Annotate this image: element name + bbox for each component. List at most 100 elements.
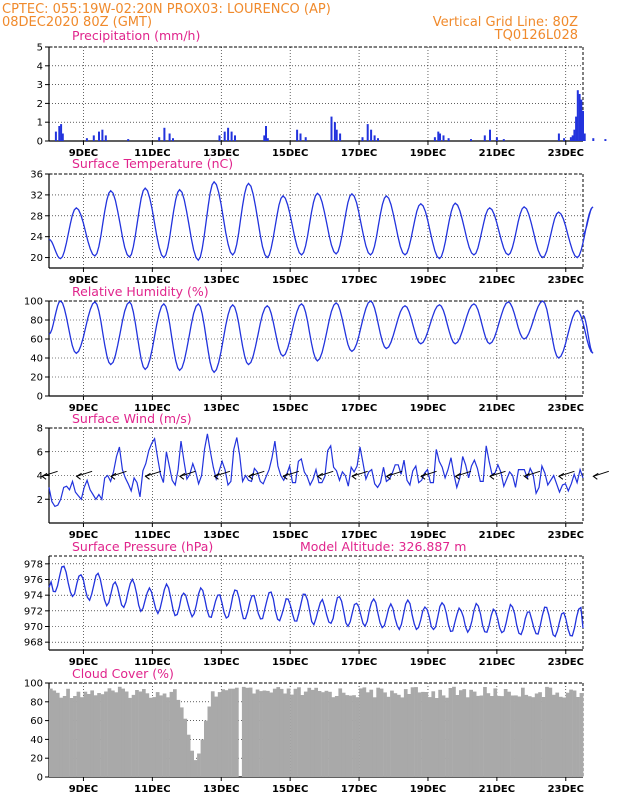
cloud-cover-bar <box>386 696 391 777</box>
cloud-cover-bar <box>431 691 436 777</box>
y-tick-label: 40 <box>30 354 43 365</box>
cloud-cover-bar <box>248 687 253 777</box>
cloud-cover-bar <box>310 689 315 777</box>
wind-arrow <box>593 470 609 477</box>
y-tick-label: 976 <box>24 575 43 586</box>
cloud-cover-bar <box>414 687 418 777</box>
precipitation-bar <box>495 137 498 141</box>
precipitation-bar <box>168 133 171 141</box>
cloud-cover-bar <box>62 696 67 777</box>
x-tick-label: 15DEC <box>272 657 308 668</box>
cloud-cover-bar <box>565 692 570 777</box>
x-tick-label: 17DEC <box>341 530 377 541</box>
cloud-cover-bar <box>307 687 312 777</box>
x-tick-label: 17DEC <box>341 275 377 286</box>
wind-arrow-head <box>592 472 599 480</box>
y-tick-label: 36 <box>30 170 43 181</box>
cloud-cover-bar <box>455 695 460 777</box>
cloud-cover-bar <box>204 720 208 777</box>
cloud-cover-bar <box>521 687 525 777</box>
y-tick-label: 100 <box>24 297 43 308</box>
x-tick-label: 19DEC <box>410 148 446 159</box>
precipitation-bar <box>573 129 576 141</box>
x-tick-label: 23DEC <box>548 148 584 159</box>
wind-arrow <box>145 470 162 477</box>
cloud-cover-bar <box>531 697 535 777</box>
x-tick-label: 17DEC <box>341 148 377 159</box>
wind-arrow-head <box>385 472 392 480</box>
cloud-cover-bar <box>376 687 380 777</box>
cloud-cover-bar <box>321 692 325 777</box>
cloud-cover-bar <box>510 695 515 777</box>
y-tick-label: 4 <box>37 471 43 482</box>
temperature-title: Surface Temperature (nC) <box>72 156 233 171</box>
y-tick-label: 0 <box>37 392 43 403</box>
cloud-cover-bar <box>579 693 584 777</box>
panel-0: 0 1 2 3 4 5 9DEC 11DEC 13DEC 15DEC 17DEC 19DEC 21DEC… <box>37 43 607 159</box>
x-tick-label: 15DEC <box>272 148 308 159</box>
cloud-cover-bar <box>448 688 453 777</box>
precipitation-bar <box>442 135 445 141</box>
precipitation-bar <box>265 126 267 141</box>
panels-group: 0 1 2 3 4 5 9DEC 11DEC 13DEC 15DEC 17DEC 19DEC 21DEC… <box>24 43 609 795</box>
cloud-cover-bar <box>104 691 108 777</box>
x-tick-label: 17DEC <box>341 657 377 668</box>
wind-arrow <box>524 470 541 477</box>
precipitation-bar <box>218 135 221 141</box>
wind-arrow-head <box>282 472 289 480</box>
cloud-cover-bar <box>410 687 415 777</box>
cloud-cover-bar <box>534 693 539 777</box>
header-grid-line-note: Vertical Grid Line: 80Z <box>433 15 578 30</box>
cloud-cover-bar <box>390 690 394 777</box>
precipitation-bar <box>234 135 236 141</box>
wind-arrow <box>489 470 506 477</box>
precipitation-bar <box>61 133 64 141</box>
x-tick-label: 19DEC <box>410 403 446 414</box>
cloud-cover-bar <box>117 686 122 777</box>
precipitation-bar <box>330 116 333 141</box>
y-tick-label: 60 <box>30 716 43 727</box>
precipitation-bar <box>604 139 607 141</box>
cloud-cover-bar <box>207 706 212 777</box>
x-tick-label: 15DEC <box>272 530 308 541</box>
cloud-cover-bar <box>259 691 263 777</box>
x-tick-label: 23DEC <box>548 275 584 286</box>
precipitation-bar <box>576 90 579 141</box>
cloud-cover-bar <box>262 690 267 777</box>
cloud-cover-bar <box>76 691 81 777</box>
cloud-cover-bar <box>552 694 556 777</box>
x-tick-label: 21DEC <box>479 784 515 795</box>
cloud-cover-bar <box>59 697 63 777</box>
panel-2: 0 20 40 60 80 100 9DEC 11DEC 13DEC 15DEC 17DEC 19DE… <box>24 297 594 414</box>
y-tick-label: 24 <box>30 232 43 243</box>
wind-arrow-head <box>558 472 565 480</box>
precipitation-bar <box>489 129 491 141</box>
x-tick-label: 11DEC <box>134 657 170 668</box>
cloud-cover-bar <box>197 753 201 777</box>
cloud-cover-bar <box>86 694 91 777</box>
x-tick-label: 23DEC <box>548 530 584 541</box>
cloud-cover-bar <box>303 691 308 777</box>
y-tick-label: 4 <box>37 61 43 72</box>
cloud-cover-bar <box>231 688 236 777</box>
x-tick-label: 15DEC <box>272 403 308 414</box>
wind-arrow <box>110 470 127 477</box>
x-tick-label: 21DEC <box>479 657 515 668</box>
cloud-cover-bar <box>569 689 573 777</box>
precipitation-bar <box>85 138 88 141</box>
precipitation-bar <box>470 139 472 141</box>
x-tick-label: 11DEC <box>134 148 170 159</box>
x-tick-label: 15DEC <box>272 275 308 286</box>
cloud-cover-bar <box>97 693 101 777</box>
cloud-cover-bar <box>193 760 198 777</box>
cloud-cover-bar <box>135 690 139 777</box>
wind-arrow-head <box>41 472 48 480</box>
cloud-cover-bar <box>241 686 246 777</box>
precipitation-bar <box>339 133 342 141</box>
cloud-cover-bar <box>224 690 229 777</box>
cloud-cover-bar <box>159 695 163 777</box>
y-tick-label: 0 <box>37 137 43 148</box>
precipitation-bar <box>366 124 369 141</box>
precipitation-bar <box>335 129 338 141</box>
